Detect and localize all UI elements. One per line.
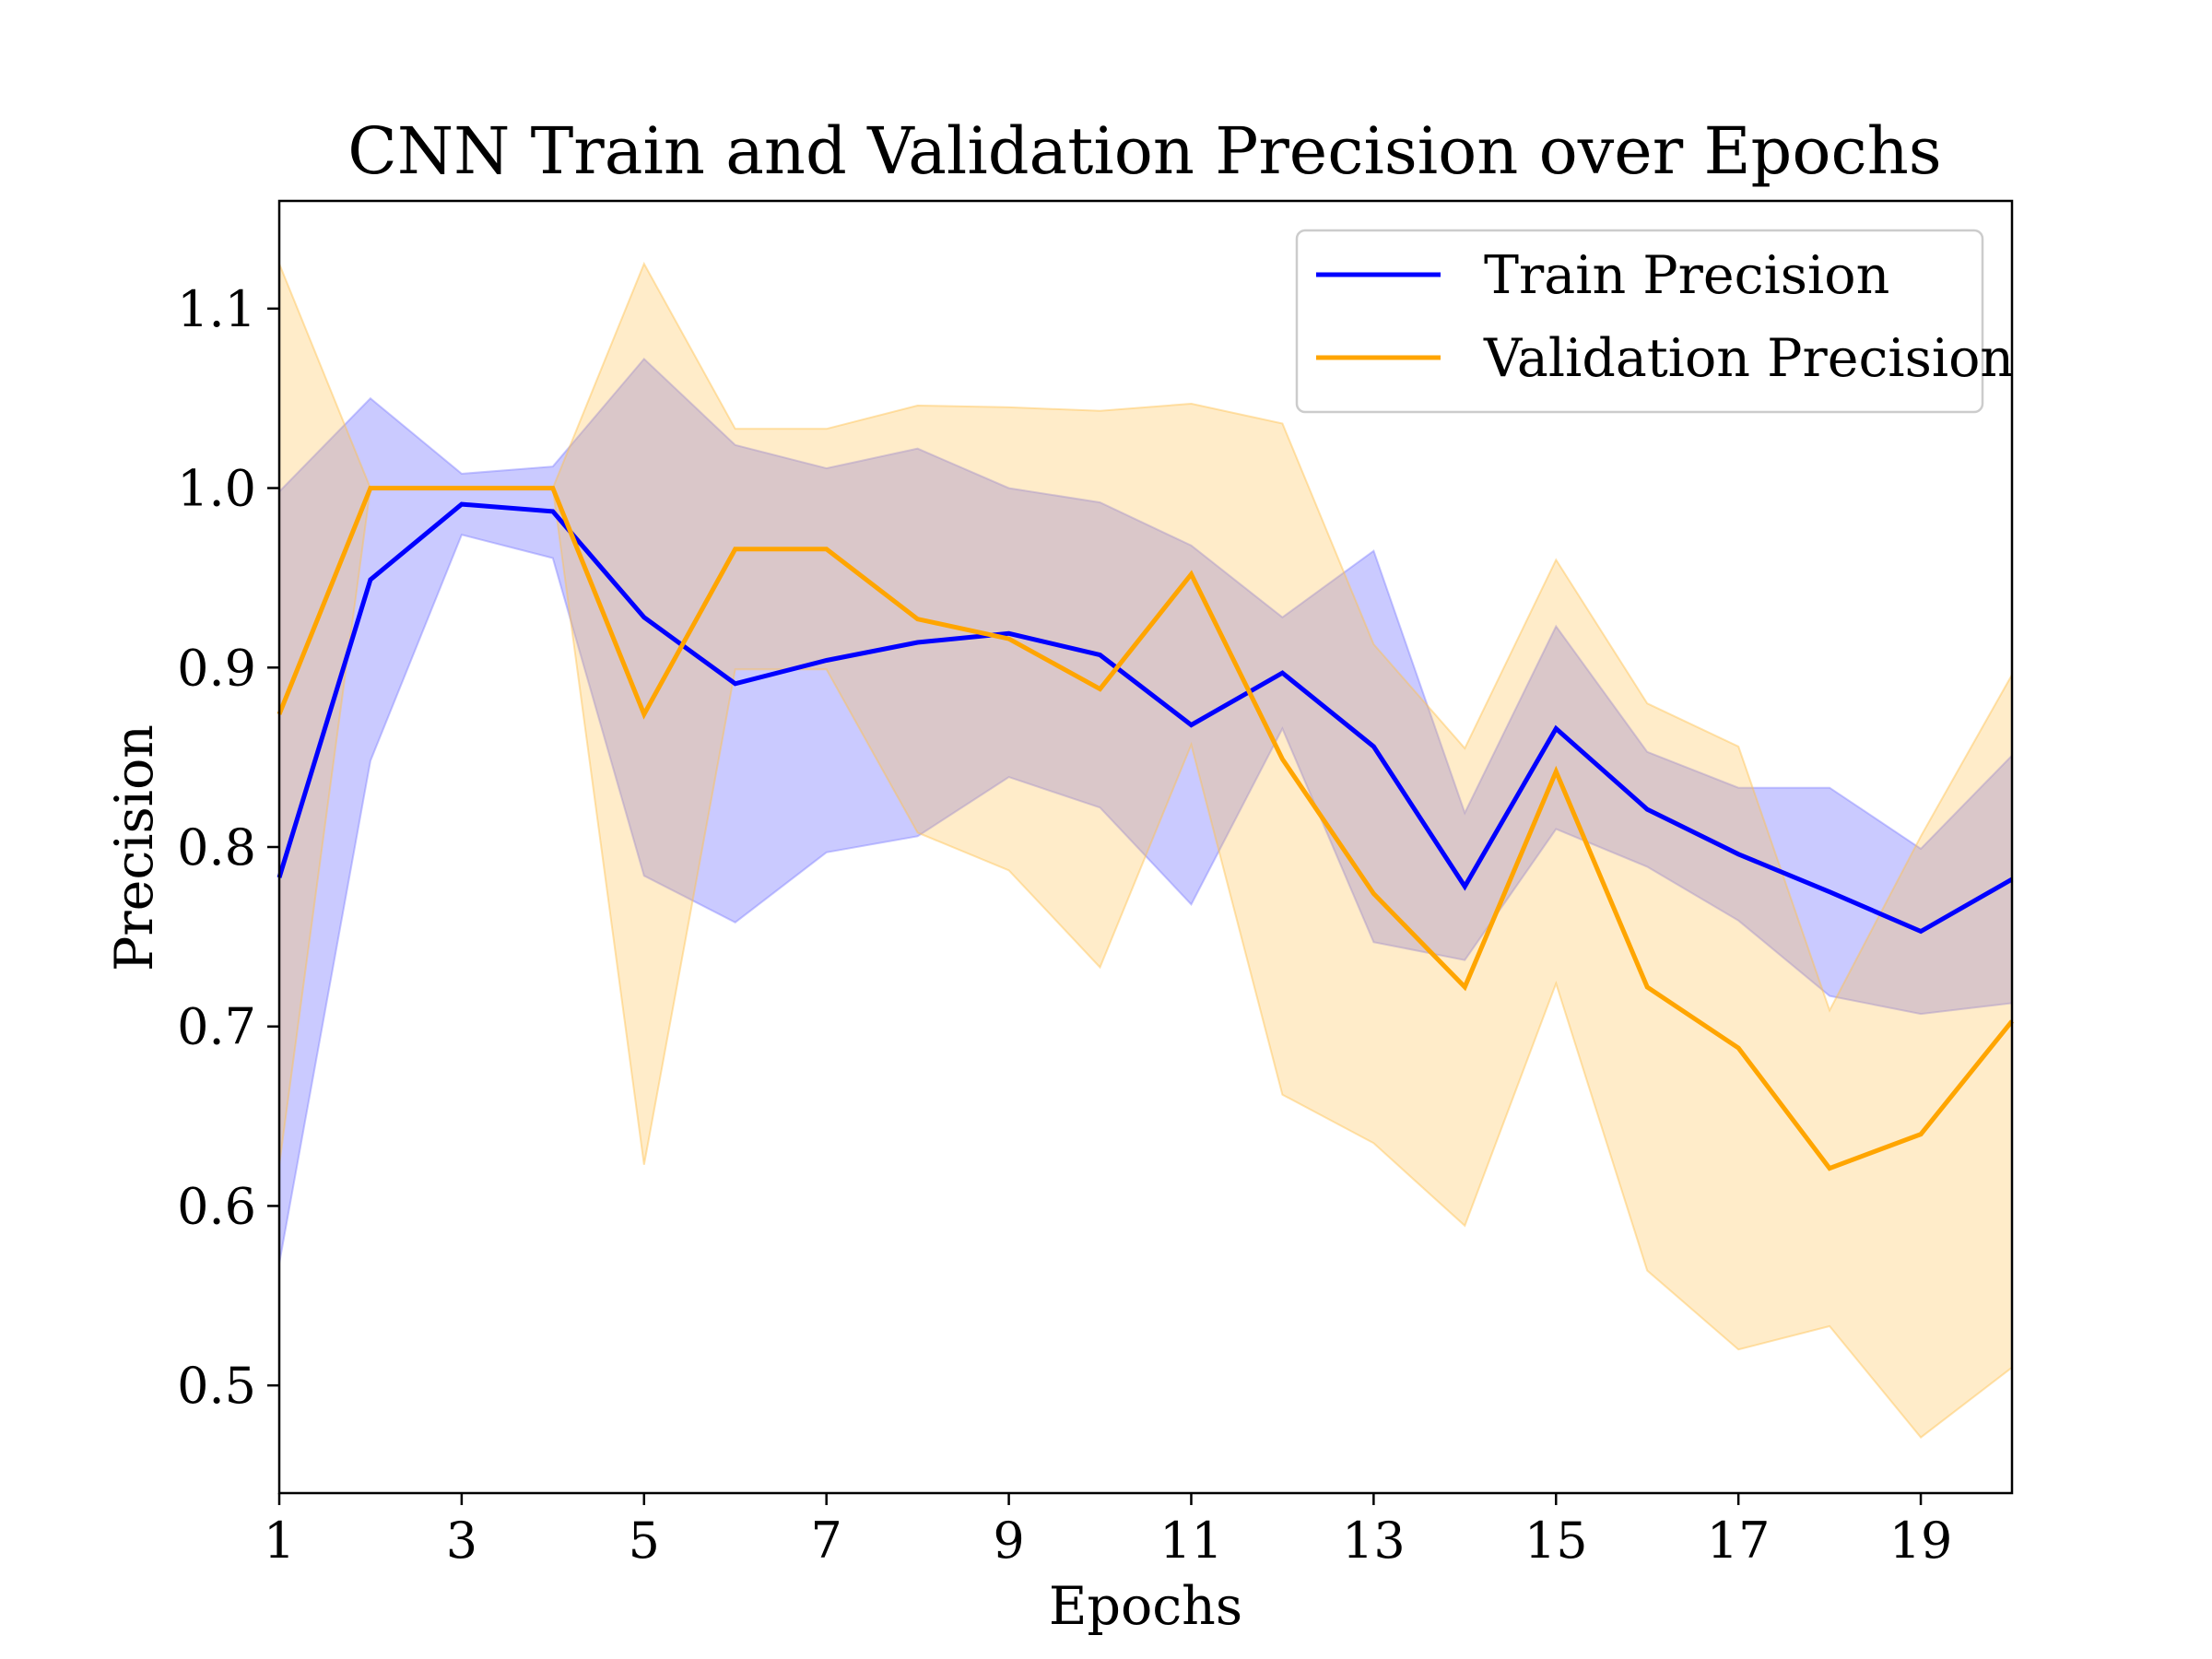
y-tick-label: 1.0	[177, 460, 256, 518]
chart-title: CNN Train and Validation Precision over …	[347, 113, 1941, 189]
y-tick-label: 0.5	[177, 1357, 256, 1415]
legend-label-validation: Validation Precision	[1483, 328, 2014, 389]
x-tick-label: 17	[1707, 1512, 1771, 1570]
x-tick-label: 13	[1342, 1512, 1406, 1570]
y-tick-label: 0.9	[177, 639, 256, 697]
legend-box	[1295, 229, 1984, 414]
series-lines	[276, 486, 2014, 1171]
legend-label-train: Train Precision	[1484, 245, 1889, 306]
y-tick-label: 0.6	[177, 1177, 256, 1235]
x-tick-label: 1	[264, 1512, 295, 1570]
x-tick-label: 19	[1889, 1512, 1953, 1570]
x-tick-label: 7	[811, 1512, 842, 1570]
line-validation-precision	[276, 486, 2014, 1171]
y-tick-label: 1.1	[177, 280, 256, 338]
x-axis-label: Epochs	[1049, 1576, 1242, 1637]
x-tick-label: 5	[629, 1512, 660, 1570]
x-tick-label: 11	[1159, 1512, 1223, 1570]
y-tick-label: 0.8	[177, 818, 256, 877]
x-tick-label: 9	[993, 1512, 1024, 1570]
y-axis-label: Precision	[104, 724, 165, 971]
legend: Train Precision Validation Precision	[1295, 229, 2014, 414]
axis-ticks: 1 3 5 7 9 11 13 15 17 190.50.60.70.80.91.01.1	[177, 280, 1952, 1570]
x-tick-label: 15	[1524, 1512, 1588, 1570]
y-tick-label: 0.7	[177, 998, 256, 1056]
x-tick-label: 3	[446, 1512, 477, 1570]
